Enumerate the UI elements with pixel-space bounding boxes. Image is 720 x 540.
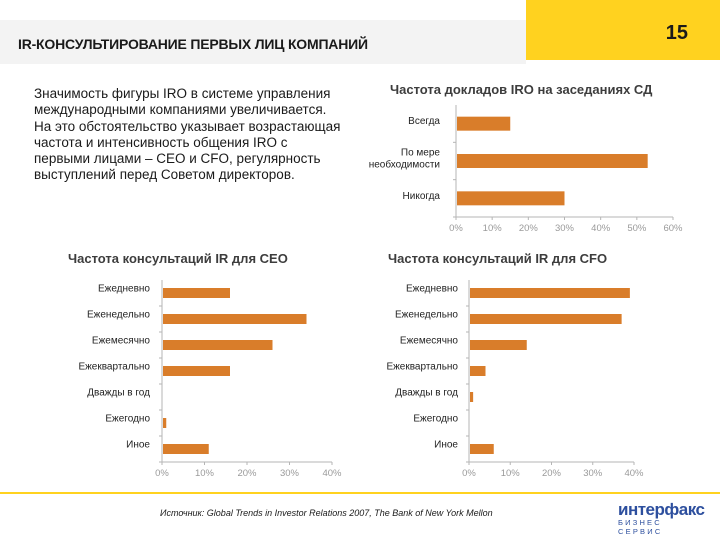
- cfo-x-tick-label: 30%: [583, 468, 603, 479]
- board-category-label: По мере необходимости: [369, 148, 441, 171]
- page-number: 15: [665, 22, 688, 44]
- ceo-bar: [163, 366, 230, 376]
- logo-sub-text: БИЗНЕС СЕРВИС: [618, 518, 663, 536]
- page-number-box: 15: [526, 0, 720, 60]
- board-x-tick-label: 30%: [555, 223, 575, 234]
- cfo-bar: [470, 314, 622, 324]
- cfo-x-tick-label: 0%: [462, 468, 476, 479]
- ceo-category-label: Еженедельно: [87, 310, 150, 321]
- ceo-category-label: Ежедневно: [98, 284, 150, 295]
- cfo-x-tick-label: 10%: [501, 468, 521, 479]
- cfo-category-label: Дважды в год: [395, 388, 458, 399]
- cfo-category-label: Иное: [434, 440, 458, 451]
- board-bar: [457, 154, 648, 168]
- board-category-label: Никогда: [403, 191, 441, 202]
- ceo-bar: [163, 340, 273, 350]
- cfo-category-label: Еженедельно: [395, 310, 458, 321]
- cfo-bar: [470, 366, 486, 376]
- board-category-label: Всегда: [408, 116, 440, 127]
- board-x-tick-label: 10%: [483, 223, 503, 234]
- ceo-category-label: Ежегодно: [105, 414, 150, 425]
- board-bar: [457, 116, 511, 131]
- chart-title-board: Частота докладов IRO на заседаниях СД: [390, 82, 653, 97]
- board-x-tick-label: 40%: [591, 223, 611, 234]
- source-note: Источник: Global Trends in Investor Rela…: [160, 508, 493, 518]
- cfo-category-label: Ежеквартально: [386, 362, 458, 373]
- board-bar: [457, 191, 565, 206]
- ceo-category-label: Ежеквартально: [78, 362, 150, 373]
- ceo-category-label: Ежемесячно: [92, 336, 151, 347]
- board-x-tick-label: 60%: [663, 223, 683, 234]
- ceo-bar: [163, 418, 167, 428]
- ceo-category-label: Дважды в год: [87, 388, 150, 399]
- interfax-logo: интерфакс БИЗНЕС СЕРВИС: [618, 500, 708, 536]
- ceo-bar: [163, 314, 307, 324]
- cfo-x-tick-label: 40%: [624, 468, 644, 479]
- cfo-bar: [470, 340, 527, 350]
- ceo-x-tick-label: 40%: [322, 468, 342, 479]
- page-title: IR-КОНСУЛЬТИРОВАНИЕ ПЕРВЫХ ЛИЦ КОМПАНИЙ: [18, 36, 368, 52]
- board-x-tick-label: 50%: [627, 223, 647, 234]
- footer-divider: [0, 492, 720, 494]
- ceo-category-label: Иное: [126, 440, 150, 451]
- ceo-x-tick-label: 20%: [237, 468, 257, 479]
- chart-title-ceo: Частота консультаций IR для CEO: [68, 251, 288, 266]
- cfo-category-label: Ежегодно: [413, 414, 458, 425]
- ceo-bar: [163, 288, 230, 298]
- ceo-bar: [163, 444, 209, 454]
- ceo-x-tick-label: 30%: [280, 468, 300, 479]
- cfo-x-tick-label: 20%: [542, 468, 562, 479]
- cfo-category-label: Ежедневно: [406, 284, 458, 295]
- board-x-tick-label: 0%: [449, 223, 463, 234]
- chart-title-cfo: Частота консультаций IR для CFO: [388, 251, 608, 266]
- cfo-category-label: Ежемесячно: [400, 336, 459, 347]
- logo-main-text: интерфакс: [618, 500, 705, 519]
- ceo-x-tick-label: 0%: [155, 468, 169, 479]
- cfo-bar: [470, 444, 494, 454]
- header-band: [0, 20, 526, 64]
- ceo-x-tick-label: 10%: [195, 468, 215, 479]
- board-x-tick-label: 20%: [519, 223, 539, 234]
- cfo-bar: [470, 288, 630, 298]
- intro-text: Значимость фигуры IRO в системе управлен…: [34, 86, 341, 183]
- cfo-bar: [470, 392, 474, 402]
